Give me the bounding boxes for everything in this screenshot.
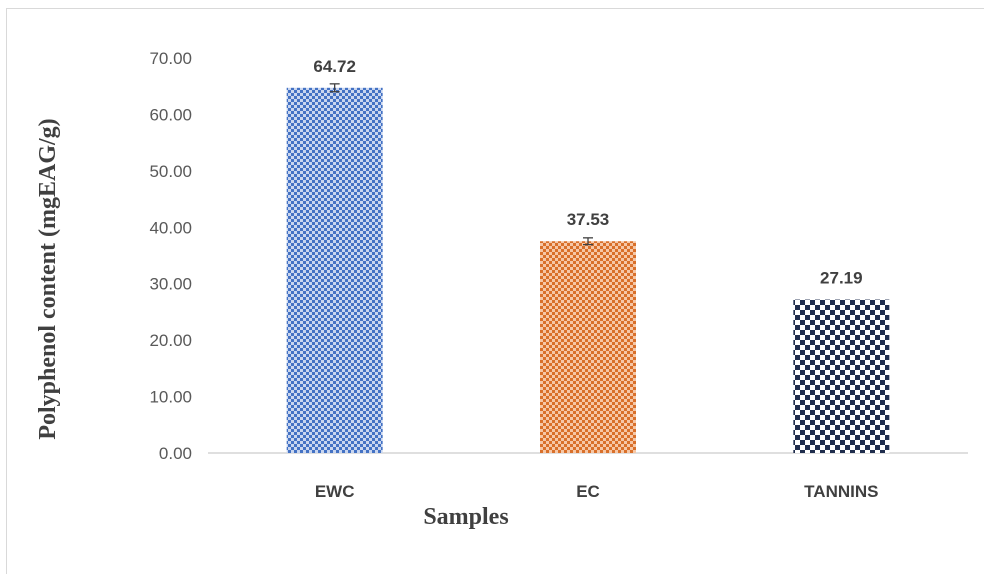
y-tick-label: 40.00 bbox=[149, 218, 192, 237]
data-label: 64.72 bbox=[313, 57, 356, 76]
y-tick-label: 60.00 bbox=[149, 105, 192, 124]
error-bar bbox=[583, 237, 593, 246]
error-bar bbox=[329, 83, 340, 93]
bar-tannins bbox=[793, 299, 890, 453]
x-tick-label: EC bbox=[576, 482, 600, 501]
x-axis-title: Samples bbox=[423, 504, 508, 530]
y-ticks: 0.00 10.00 20.00 30.00 40.00 50.00 60.00 70.00 bbox=[149, 49, 192, 463]
y-axis-title-group: Polyphenol content (mgEAG/g) bbox=[35, 118, 61, 439]
y-tick-label: 50.00 bbox=[149, 162, 192, 181]
bar-ewc bbox=[286, 87, 383, 454]
category-labels: EWC EC TANNINS bbox=[315, 482, 879, 501]
y-tick-label: 10.00 bbox=[149, 388, 192, 407]
y-axis-title: Polyphenol content (mgEAG/g) bbox=[35, 118, 61, 439]
x-tick-label: EWC bbox=[315, 482, 355, 501]
data-label: 27.19 bbox=[820, 269, 863, 288]
data-label: 37.53 bbox=[567, 210, 610, 229]
y-tick-label: 0.00 bbox=[159, 444, 192, 463]
bars: 64.72 37.53 27.19 bbox=[286, 57, 890, 454]
y-tick-label: 30.00 bbox=[149, 275, 192, 294]
y-tick-label: 70.00 bbox=[149, 49, 192, 68]
bar-ec bbox=[540, 241, 636, 453]
y-tick-label: 20.00 bbox=[149, 331, 192, 350]
chart-frame bbox=[6, 8, 984, 574]
x-tick-label: TANNINS bbox=[804, 482, 878, 501]
